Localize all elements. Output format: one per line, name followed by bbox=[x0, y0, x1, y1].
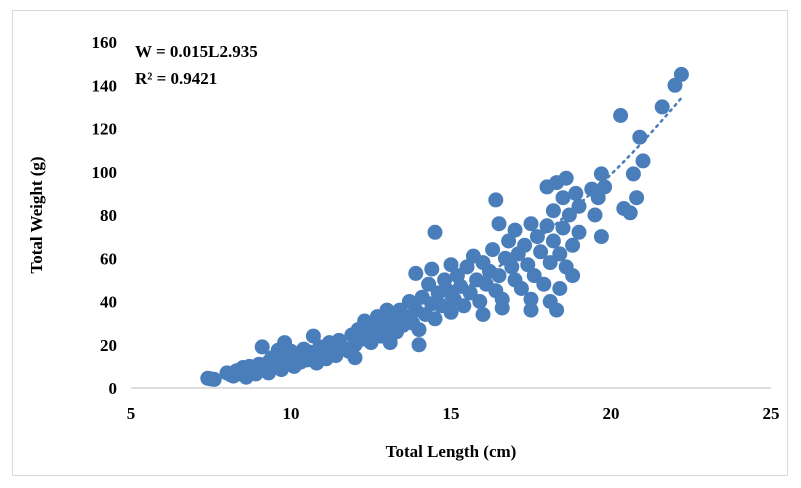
data-point bbox=[536, 276, 552, 292]
data-point bbox=[667, 77, 683, 93]
data-point bbox=[542, 255, 558, 271]
data-point bbox=[561, 207, 577, 223]
data-point bbox=[523, 216, 539, 232]
data-point bbox=[472, 294, 488, 309]
data-point bbox=[504, 259, 520, 275]
data-point bbox=[552, 246, 568, 262]
data-point bbox=[254, 339, 270, 355]
data-point bbox=[590, 190, 606, 206]
data-point bbox=[654, 99, 670, 115]
chart-frame: 5 10 15 20 25 0 20 40 60 80 100 120 140 160 Total Le… bbox=[12, 10, 788, 476]
data-point bbox=[491, 216, 507, 232]
data-point bbox=[523, 291, 539, 307]
data-point bbox=[408, 265, 424, 281]
data-point bbox=[622, 205, 638, 221]
data-point bbox=[421, 276, 437, 292]
data-point bbox=[613, 108, 629, 123]
data-point bbox=[545, 233, 561, 249]
data-point bbox=[501, 233, 517, 249]
data-point bbox=[462, 285, 478, 301]
data-point bbox=[494, 300, 510, 316]
trendline-layer bbox=[206, 96, 683, 378]
data-point bbox=[587, 207, 603, 223]
data-point bbox=[565, 237, 581, 253]
data-point bbox=[443, 304, 459, 320]
x-axis-title: Total Length (cm) bbox=[386, 442, 517, 461]
data-point bbox=[635, 153, 651, 169]
data-point bbox=[411, 337, 427, 353]
trendline-equation: W = 0.015L2.935 bbox=[135, 42, 258, 61]
y-tick-label: 100 bbox=[92, 163, 118, 182]
data-point bbox=[597, 179, 613, 195]
data-point bbox=[545, 203, 561, 219]
r-squared-label: R² = 0.9421 bbox=[135, 69, 217, 88]
y-tick-label: 80 bbox=[100, 206, 117, 225]
data-point bbox=[593, 229, 609, 245]
data-point bbox=[555, 220, 571, 236]
x-tick-label: 10 bbox=[283, 404, 300, 423]
data-point bbox=[456, 298, 472, 314]
data-point bbox=[475, 307, 491, 322]
data-point bbox=[491, 268, 507, 284]
x-tick-label: 20 bbox=[603, 404, 620, 423]
data-point bbox=[488, 192, 504, 208]
y-tick-label: 20 bbox=[100, 336, 117, 355]
data-point bbox=[424, 261, 440, 277]
data-point bbox=[507, 222, 523, 238]
data-point bbox=[552, 281, 568, 296]
data-point bbox=[427, 311, 443, 327]
data-point bbox=[571, 198, 587, 214]
data-point bbox=[513, 281, 529, 296]
data-point bbox=[558, 170, 574, 186]
x-tick-label: 5 bbox=[127, 404, 136, 423]
data-point bbox=[443, 257, 459, 273]
data-point bbox=[411, 322, 427, 338]
data-point bbox=[539, 218, 555, 234]
data-point bbox=[555, 190, 571, 206]
data-point bbox=[529, 229, 545, 245]
y-tick-label: 160 bbox=[92, 33, 118, 52]
y-tick-label: 40 bbox=[100, 293, 117, 312]
data-point bbox=[593, 166, 609, 182]
y-tick-label: 140 bbox=[92, 76, 118, 95]
data-point bbox=[459, 259, 475, 275]
y-tick-label: 60 bbox=[100, 249, 117, 268]
data-point bbox=[347, 350, 363, 366]
data-point bbox=[517, 237, 533, 253]
data-point bbox=[565, 268, 581, 284]
x-tick-labels: 5 10 15 20 25 bbox=[127, 404, 780, 423]
points-layer bbox=[200, 66, 689, 387]
data-point bbox=[533, 244, 549, 260]
power-trendline bbox=[206, 96, 683, 378]
data-point bbox=[206, 371, 222, 387]
data-point bbox=[625, 166, 641, 182]
data-point bbox=[629, 190, 645, 206]
data-point bbox=[382, 335, 398, 351]
data-point bbox=[305, 328, 321, 344]
data-point bbox=[523, 302, 539, 318]
data-point bbox=[485, 242, 501, 258]
data-point bbox=[427, 224, 443, 240]
data-point bbox=[520, 257, 536, 273]
y-axis-title: Total Weight (g) bbox=[27, 156, 46, 273]
x-tick-label: 25 bbox=[763, 404, 780, 423]
y-tick-label: 0 bbox=[109, 379, 118, 398]
data-point bbox=[673, 66, 689, 82]
data-point bbox=[568, 185, 584, 201]
data-point bbox=[526, 268, 542, 284]
scatter-chart: 5 10 15 20 25 0 20 40 60 80 100 120 140 160 Total Le… bbox=[27, 33, 780, 461]
y-tick-label: 120 bbox=[92, 120, 118, 139]
data-point bbox=[549, 302, 565, 318]
x-tick-label: 15 bbox=[443, 404, 460, 423]
y-tick-labels: 0 20 40 60 80 100 120 140 160 bbox=[92, 33, 118, 398]
data-point bbox=[571, 224, 587, 240]
data-point bbox=[632, 129, 648, 145]
